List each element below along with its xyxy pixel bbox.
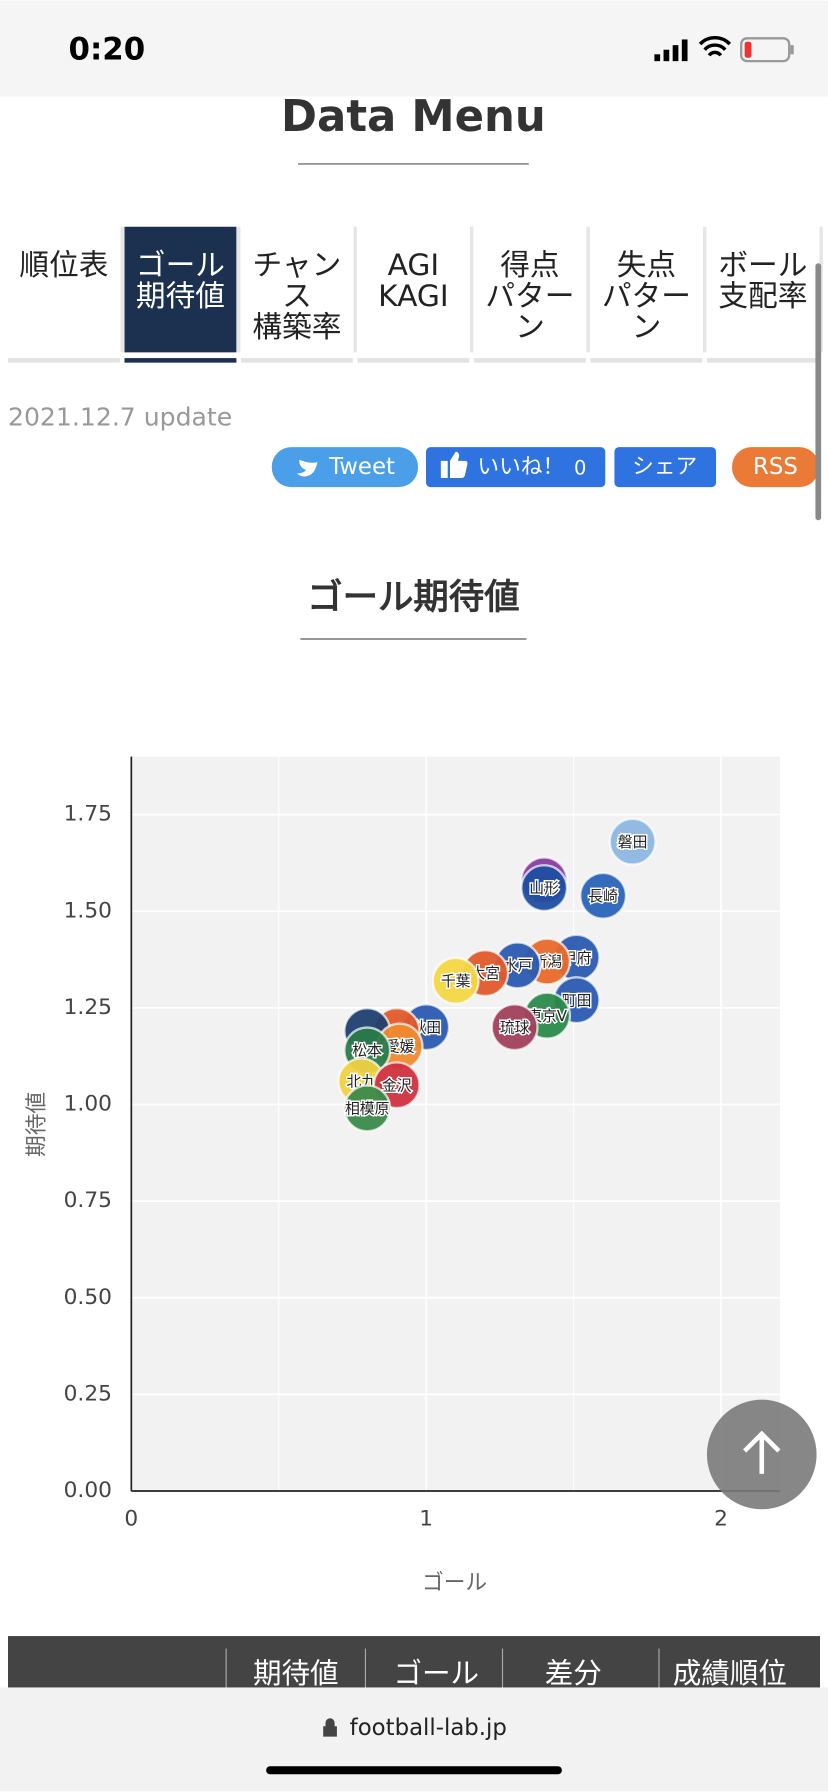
point-label: 水戸 <box>503 958 533 975</box>
y-tick-label: 1.75 <box>64 802 112 827</box>
status-icons <box>654 36 794 63</box>
point-label: 愛媛 <box>385 1039 415 1056</box>
point <box>520 864 569 913</box>
point <box>431 956 480 1005</box>
tab-active[interactable] <box>124 226 237 353</box>
tab-label: パター <box>602 279 691 314</box>
y-axis-label: 期待値 <box>25 1092 50 1157</box>
like-label: いいね！ <box>477 455 564 480</box>
tab-label: 期待値 <box>136 279 225 314</box>
rss-label: RSS <box>753 454 798 480</box>
table-header-cell: ゴール <box>393 1656 479 1690</box>
point-label: 相模原 <box>345 1101 390 1118</box>
table-header-cell: 成績順位 <box>673 1656 787 1690</box>
scrollbar <box>815 263 822 521</box>
tab-underline <box>590 358 703 363</box>
table-header-row: 期待値 ゴール 差分 成績順位 <box>225 1648 787 1694</box>
like-button[interactable] <box>425 447 606 488</box>
tab-label: 順位表 <box>19 248 108 283</box>
tab-label: チャン <box>253 248 342 283</box>
y-tick-label: 1.50 <box>64 898 112 923</box>
tab-underline <box>124 358 237 363</box>
twitter-icon <box>296 459 318 477</box>
y-tick-label: 0.25 <box>64 1381 112 1406</box>
rss-button[interactable] <box>732 447 819 488</box>
x-axis-label: ゴール <box>422 1571 487 1596</box>
point-label: 金沢 <box>382 1077 412 1094</box>
table-header-cell: 差分 <box>545 1656 602 1690</box>
tab-underline <box>706 358 819 363</box>
x-tick-label: 0 <box>124 1507 138 1532</box>
share-buttons: Tweet いいね！ 0 シェア RSS <box>271 447 819 488</box>
tab-underline <box>473 358 586 363</box>
point-label: 長崎 <box>588 888 618 905</box>
point-label: 琉球 <box>500 1019 530 1036</box>
y-tick-label: 0.50 <box>64 1285 112 1310</box>
tab[interactable] <box>357 226 470 353</box>
share-button[interactable] <box>614 447 717 488</box>
point <box>343 1084 392 1133</box>
y-tick-label: 1.00 <box>64 1092 112 1117</box>
tab-label: 失点 <box>617 248 676 283</box>
tab-label: ン <box>632 310 662 345</box>
tab-label: ス <box>282 279 312 314</box>
tweet-button[interactable] <box>271 447 418 488</box>
table-header <box>7 1636 821 1694</box>
point-label: 山形 <box>529 880 559 897</box>
tab-underline <box>7 358 120 363</box>
tab-underline <box>240 358 353 363</box>
lock-icon <box>323 1718 337 1737</box>
page-title: Data Menu <box>281 92 546 142</box>
y-tick-label: 0.00 <box>64 1478 112 1503</box>
point <box>490 1003 539 1052</box>
update-date: 2021.12.7 update <box>8 403 232 432</box>
like-count: 0 <box>574 456 586 479</box>
point-label: 千葉 <box>441 973 471 990</box>
point <box>579 871 628 920</box>
x-tick-label: 1 <box>419 1507 433 1532</box>
status-bar <box>0 0 828 97</box>
tab-bar: 順位表 ゴール期待値チャンス構築率AGIKAGI得点パターン失点パターンボール支配… <box>7 226 823 363</box>
tab[interactable] <box>706 226 819 353</box>
point-label: 磐田 <box>618 834 648 851</box>
status-time: 0:20 <box>69 31 146 67</box>
y-tick-label: 1.25 <box>64 995 112 1020</box>
table-header-cell: 期待値 <box>253 1656 339 1690</box>
tab[interactable] <box>7 226 120 353</box>
tab-label: ン <box>515 310 545 345</box>
scroll-top-button[interactable] <box>706 1399 817 1510</box>
tab[interactable] <box>473 226 586 353</box>
tab-label: ゴール <box>136 248 225 283</box>
like-icon <box>440 451 468 479</box>
point-label: 松本 <box>352 1043 382 1060</box>
tab-label: ボール <box>718 248 807 283</box>
chart-title: ゴール期待値 <box>307 577 519 618</box>
tab-label: AGI <box>388 248 440 283</box>
tab-label: 構築率 <box>252 310 341 345</box>
tab-label: KAGI <box>378 279 449 314</box>
home-indicator <box>266 1766 562 1775</box>
y-tick-label: 0.75 <box>64 1188 112 1213</box>
tab[interactable] <box>590 226 703 353</box>
tab-label: 支配率 <box>718 279 807 314</box>
tab-underline <box>357 358 470 363</box>
tab-label: 得点 <box>500 248 559 283</box>
tab[interactable] <box>240 226 353 353</box>
url: football-lab.jp <box>350 1715 507 1741</box>
tweet-label: Tweet <box>328 454 395 480</box>
x-tick-label: 2 <box>714 1507 728 1532</box>
point <box>608 817 657 866</box>
plot-area <box>131 756 781 1492</box>
share-label: シェア <box>632 455 697 480</box>
tab-label: パター <box>485 279 574 314</box>
